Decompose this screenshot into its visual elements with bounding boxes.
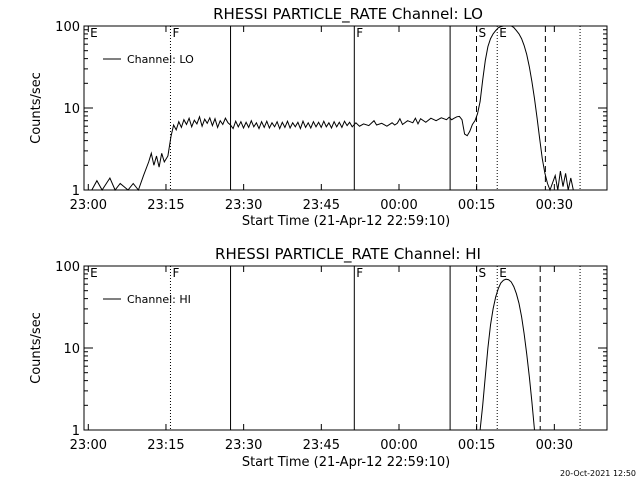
region-marker-label-lo-5: S [479, 26, 487, 40]
y-tick-label-hi-2: 100 [55, 260, 80, 275]
region-marker-label-hi-3: F [356, 266, 363, 280]
x-tick-label-hi-5: 00:15 [458, 438, 495, 453]
x-tick-label-hi-2: 23:30 [225, 438, 262, 453]
region-marker-label-hi-1: F [172, 266, 179, 280]
y-tick-label-hi-0: 1 [72, 424, 80, 439]
x-ticks-hi: 23:00 23:15 23:30 23:45 00:00 00:15 00:30 [70, 266, 573, 453]
region-marker-label-lo-1: F [172, 26, 179, 40]
series-line-lo [91, 25, 574, 192]
region-marker-label-lo-0: E [90, 26, 98, 40]
x-tick-label-hi-0: 23:00 [70, 438, 107, 453]
x-tick-label-hi-3: 23:45 [303, 438, 340, 453]
y-tick-label-lo-2: 100 [55, 20, 80, 35]
series-line-hi [479, 278, 535, 431]
x-tick-label-lo-1: 23:15 [147, 198, 184, 213]
x-tick-label-lo-4: 00:00 [380, 198, 417, 213]
x-tick-label-lo-3: 23:45 [303, 198, 340, 213]
chart-title-hi: RHESSI PARTICLE_RATE Channel: HI [215, 245, 481, 264]
y-axis-label-hi: Counts/sec [29, 312, 44, 384]
region-marker-label-hi-5: S [479, 266, 487, 280]
y-tick-label-hi-1: 10 [63, 342, 80, 357]
region-marker-label-hi-6: E [499, 266, 507, 280]
y-axis-label-lo: Counts/sec [29, 72, 44, 144]
x-tick-label-lo-0: 23:00 [70, 198, 107, 213]
x-tick-label-lo-2: 23:30 [225, 198, 262, 213]
footer-timestamp: 20-Oct-2021 12:50 [560, 469, 636, 478]
region-marker-label-hi-0: E [90, 266, 98, 280]
x-tick-label-lo-5: 00:15 [458, 198, 495, 213]
region-marker-label-lo-3: F [356, 26, 363, 40]
legend-label-hi: Channel: HI [127, 293, 191, 306]
chart-title-lo: RHESSI PARTICLE_RATE Channel: LO [213, 5, 483, 24]
x-axis-label-lo: Start Time (21-Apr-12 22:59:10) [242, 214, 450, 229]
x-tick-label-lo-6: 00:30 [536, 198, 573, 213]
x-tick-label-hi-1: 23:15 [147, 438, 184, 453]
y-ticks-hi: 1 10 100 [55, 260, 607, 439]
legend-label-lo: Channel: LO [127, 53, 194, 66]
y-tick-label-lo-0: 1 [72, 184, 80, 199]
x-axis-label-hi: Start Time (21-Apr-12 22:59:10) [242, 455, 450, 470]
y-tick-label-lo-1: 10 [63, 102, 80, 117]
x-tick-label-hi-4: 00:00 [380, 438, 417, 453]
x-tick-label-hi-6: 00:30 [536, 438, 573, 453]
x-ticks-lo: 23:00 23:15 23:30 23:45 00:00 00:15 00:30 [70, 26, 573, 213]
region-marker-label-lo-6: E [499, 26, 507, 40]
y-ticks-lo: 1 10 100 [55, 20, 607, 199]
